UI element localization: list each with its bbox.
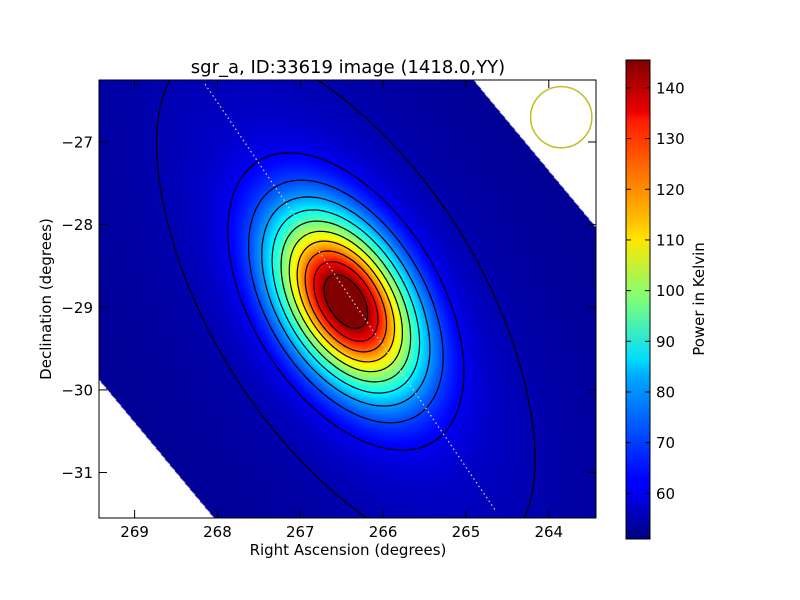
map-overlays bbox=[204, 83, 593, 511]
colorbar-tick-label: 100 bbox=[656, 282, 685, 300]
colorbar-tick-label: 120 bbox=[656, 181, 685, 199]
x-axis-label: Right Ascension (degrees) bbox=[250, 541, 447, 559]
contour-line bbox=[261, 196, 431, 407]
plot-area bbox=[99, 80, 596, 518]
contour-line bbox=[296, 240, 396, 363]
contour-line bbox=[155, 80, 536, 518]
contour-line bbox=[323, 274, 369, 329]
colorbar-tick-label: 80 bbox=[656, 384, 675, 402]
contour-line bbox=[248, 179, 444, 424]
contour-line bbox=[227, 152, 465, 451]
y-tick-label: −28 bbox=[61, 216, 93, 234]
y-tick-label: −31 bbox=[61, 464, 93, 482]
colorbar-tick-label: 140 bbox=[656, 79, 685, 97]
colorbar-tick-label: 110 bbox=[656, 231, 685, 249]
contour-line bbox=[288, 230, 403, 373]
x-tick-label: 267 bbox=[286, 523, 315, 541]
y-axis-ticks: −27 −28 −29 −30 −31 bbox=[61, 133, 596, 482]
chart-title: sgr_a, ID:33619 image (1418.0,YY) bbox=[191, 57, 505, 78]
x-tick-label: 264 bbox=[534, 523, 563, 541]
contour-line bbox=[271, 209, 421, 394]
colorbar-label: Power in Kelvin bbox=[690, 242, 708, 356]
y-tick-label: −29 bbox=[61, 299, 93, 317]
plot-frame bbox=[98, 79, 597, 519]
x-tick-label: 268 bbox=[203, 523, 232, 541]
colorbar-tick-label: 90 bbox=[656, 333, 675, 351]
contour-line bbox=[304, 250, 388, 353]
colorbar-gradient bbox=[625, 59, 651, 540]
y-tick-label: −30 bbox=[61, 381, 93, 399]
x-tick-label: 266 bbox=[369, 523, 398, 541]
y-axis-label: Declination (degrees) bbox=[37, 218, 55, 380]
beam-circle bbox=[529, 85, 593, 149]
y-tick-label: −27 bbox=[61, 133, 93, 151]
colorbar-tick-label: 70 bbox=[656, 434, 675, 452]
scan-track-line bbox=[204, 83, 496, 511]
colorbar-ticks: 60 70 80 90 100 110 120 130 140 bbox=[626, 79, 685, 503]
colorbar-tick-label: 130 bbox=[656, 130, 685, 148]
x-tick-label: 269 bbox=[120, 523, 149, 541]
colorbar: 60 70 80 90 100 110 120 130 140 Power in Kelvin bbox=[625, 59, 708, 540]
colorbar-tick-label: 60 bbox=[656, 485, 675, 503]
contour-line bbox=[280, 220, 412, 383]
sky-heatmap bbox=[99, 80, 596, 518]
contour-line bbox=[313, 261, 379, 342]
contour-lines bbox=[155, 80, 536, 518]
x-axis-ticks: 269 268 267 266 265 264 bbox=[120, 80, 563, 541]
x-tick-label: 265 bbox=[452, 523, 481, 541]
